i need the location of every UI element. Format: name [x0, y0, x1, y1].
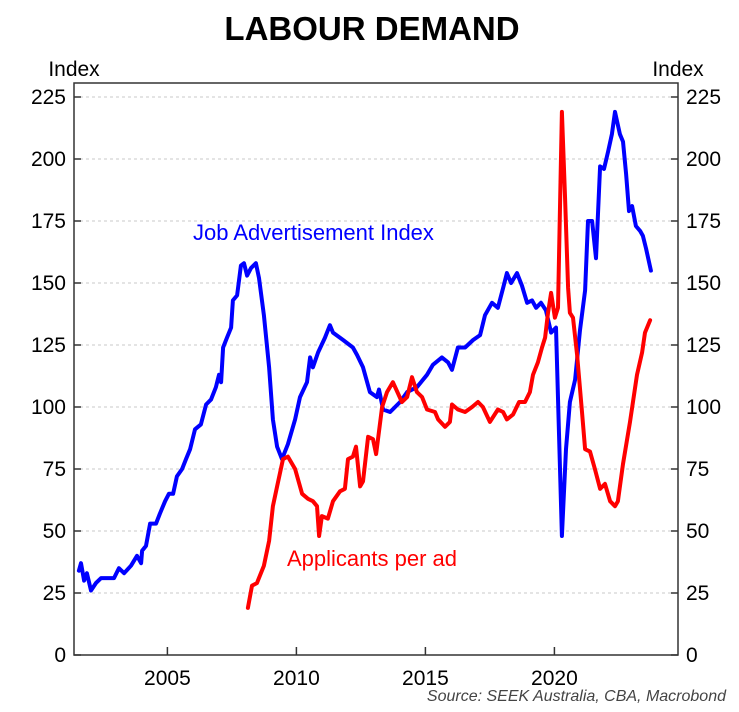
right-tick-label: 50: [686, 520, 709, 543]
applicants-per-ad-line: [245, 109, 653, 610]
right-tick-label: 0: [686, 644, 698, 667]
plot-frame: [73, 82, 679, 656]
right-axis-unit: Index: [652, 58, 704, 81]
right-tick-label: 175: [686, 210, 721, 233]
left-tick-label: 125: [31, 334, 66, 357]
right-tick-label: 100: [686, 396, 721, 419]
series-label-job-ads: Job Advertisement Index: [193, 220, 434, 245]
x-tick-label: 2020: [531, 667, 578, 690]
left-axis-unit: Index: [48, 58, 100, 81]
source-note: Source: SEEK Australia, CBA, Macrobond: [427, 688, 727, 705]
right-tick-label: 75: [686, 458, 709, 481]
x-tick-label: 2015: [402, 667, 449, 690]
series-label-applicants: Applicants per ad: [287, 546, 457, 571]
chart-title: LABOUR DEMAND: [224, 10, 519, 47]
x-tick-label: 2010: [273, 667, 320, 690]
left-tick-label: 150: [31, 272, 66, 295]
left-tick-label: 25: [43, 582, 66, 605]
right-tick-label: 25: [686, 582, 709, 605]
right-tick-label: 150: [686, 272, 721, 295]
left-tick-label: 0: [54, 644, 66, 667]
x-tick-label: 2005: [144, 667, 191, 690]
left-tick-label: 75: [43, 458, 66, 481]
right-tick-label: 125: [686, 334, 721, 357]
left-tick-label: 175: [31, 210, 66, 233]
right-tick-label: 225: [686, 86, 721, 109]
left-tick-label: 225: [31, 86, 66, 109]
left-tick-label: 50: [43, 520, 66, 543]
left-tick-label: 200: [31, 148, 66, 171]
right-tick-label: 200: [686, 148, 721, 171]
left-tick-label: 100: [31, 396, 66, 419]
